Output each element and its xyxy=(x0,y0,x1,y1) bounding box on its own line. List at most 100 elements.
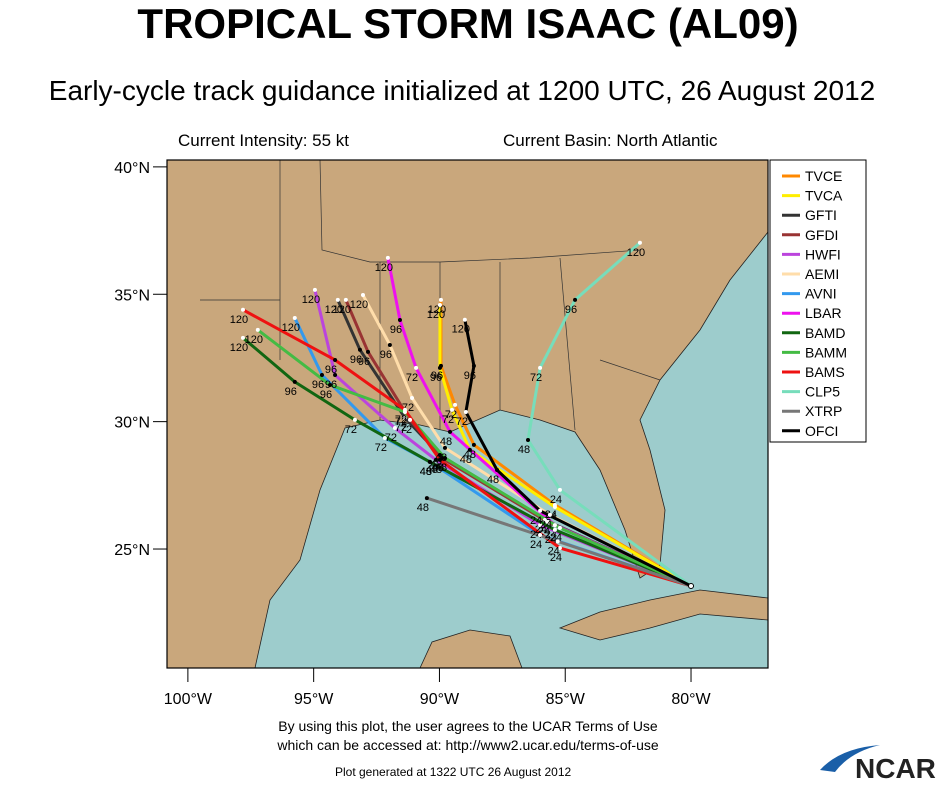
track-point xyxy=(467,447,472,452)
hour-label: 24 xyxy=(530,515,542,527)
x-tick-label: 95°W xyxy=(294,691,334,708)
track-point xyxy=(545,520,550,525)
hour-label: 24 xyxy=(530,539,542,551)
hour-label: 24 xyxy=(550,494,562,506)
track-point xyxy=(442,456,447,461)
track-point xyxy=(333,373,338,378)
track-point xyxy=(292,379,297,384)
logo: NCAR xyxy=(855,753,936,780)
track-point xyxy=(437,365,442,370)
hour-label: 120 xyxy=(452,324,470,336)
x-tick-label: 100°W xyxy=(164,691,213,708)
hour-label: 120 xyxy=(282,322,300,334)
legend-label: AVNI xyxy=(805,286,837,302)
track-point xyxy=(335,297,340,302)
track-point xyxy=(555,539,560,544)
hour-label: 96 xyxy=(358,356,370,368)
track-point xyxy=(328,382,333,387)
track-point xyxy=(437,457,442,462)
hour-label: 48 xyxy=(420,466,432,478)
track-point xyxy=(557,487,562,492)
hour-label: 72 xyxy=(400,424,412,436)
hour-label: 96 xyxy=(464,370,476,382)
y-tick-label: 35°N xyxy=(114,287,150,304)
legend-label: TVCA xyxy=(805,188,843,204)
initial-position xyxy=(688,582,695,589)
hour-label: 48 xyxy=(435,452,447,464)
legend-label: BAMM xyxy=(805,344,847,360)
legend-label: OFCI xyxy=(805,423,838,439)
basin: Current Basin: North Atlantic xyxy=(503,131,718,150)
logo-swoosh xyxy=(820,745,880,772)
track-point xyxy=(538,523,543,528)
y-tick-label: 30°N xyxy=(114,415,150,432)
hour-label: 72 xyxy=(406,372,418,384)
legend-label: XTRP xyxy=(805,403,842,419)
cuba xyxy=(558,589,768,641)
track-point xyxy=(542,517,547,522)
hour-label: 48 xyxy=(417,502,429,514)
hour-label: 96 xyxy=(312,379,324,391)
basemap xyxy=(167,160,768,668)
track-point xyxy=(471,363,476,368)
hour-label: 96 xyxy=(390,324,402,336)
hour-label: 120 xyxy=(245,334,263,346)
track-point xyxy=(240,307,245,312)
hour-label: 96 xyxy=(320,389,332,401)
hour-label: 72 xyxy=(385,432,397,444)
track-point xyxy=(437,453,442,458)
track-line xyxy=(256,328,692,588)
hour-label: 96 xyxy=(430,372,442,384)
track-point xyxy=(352,417,357,422)
track-point xyxy=(410,395,415,400)
legend-label: BAMS xyxy=(805,364,845,380)
track-line xyxy=(242,308,692,588)
track-point xyxy=(538,508,543,513)
track-line xyxy=(526,241,692,588)
hour-label: 120 xyxy=(428,304,446,316)
title: TROPICAL STORM ISAAC (AL09) xyxy=(137,0,798,47)
hour-label: 72 xyxy=(442,414,454,426)
track-point xyxy=(573,297,578,302)
x-tick-label: 90°W xyxy=(420,691,460,708)
hour-label: 24 xyxy=(545,534,557,546)
track-point xyxy=(557,525,562,530)
track-point xyxy=(312,287,317,292)
track-point xyxy=(397,317,402,322)
hour-label: 24 xyxy=(540,519,552,531)
yucatan xyxy=(419,629,523,668)
track-point xyxy=(408,417,413,422)
hour-label: 24 xyxy=(545,529,557,541)
track-point xyxy=(382,435,387,440)
hour-label: 120 xyxy=(627,247,645,259)
track-point xyxy=(442,445,447,450)
hour-label: 96 xyxy=(565,304,577,316)
hour-label: 96 xyxy=(431,370,443,382)
hour-label: 96 xyxy=(350,354,362,366)
legend-label: AEMI xyxy=(805,266,839,282)
legend-label: LBAR xyxy=(805,305,842,321)
track-point xyxy=(471,442,476,447)
hour-label: 120 xyxy=(427,309,445,321)
track-point xyxy=(357,347,362,352)
hour-label: 72 xyxy=(445,409,457,421)
track-point xyxy=(402,407,407,412)
track-point xyxy=(552,504,557,509)
track-point xyxy=(319,373,324,378)
track-point xyxy=(414,365,419,370)
track-point xyxy=(538,365,543,370)
generated: Plot generated at 1322 UTC 26 August 201… xyxy=(335,765,571,779)
legend-label: GFTI xyxy=(805,207,837,223)
track-point xyxy=(552,527,557,532)
track-point xyxy=(366,349,371,354)
legend-label: TVCE xyxy=(805,168,842,184)
hour-label: 72 xyxy=(456,416,468,428)
track-point xyxy=(433,457,438,462)
hour-label: 48 xyxy=(432,462,444,474)
track-line xyxy=(242,336,692,588)
hour-label: 72 xyxy=(395,414,407,426)
hour-label: 120 xyxy=(302,294,320,306)
x-tick-label: 85°W xyxy=(546,691,586,708)
hour-label: 48 xyxy=(426,464,438,476)
track-line xyxy=(438,304,692,588)
